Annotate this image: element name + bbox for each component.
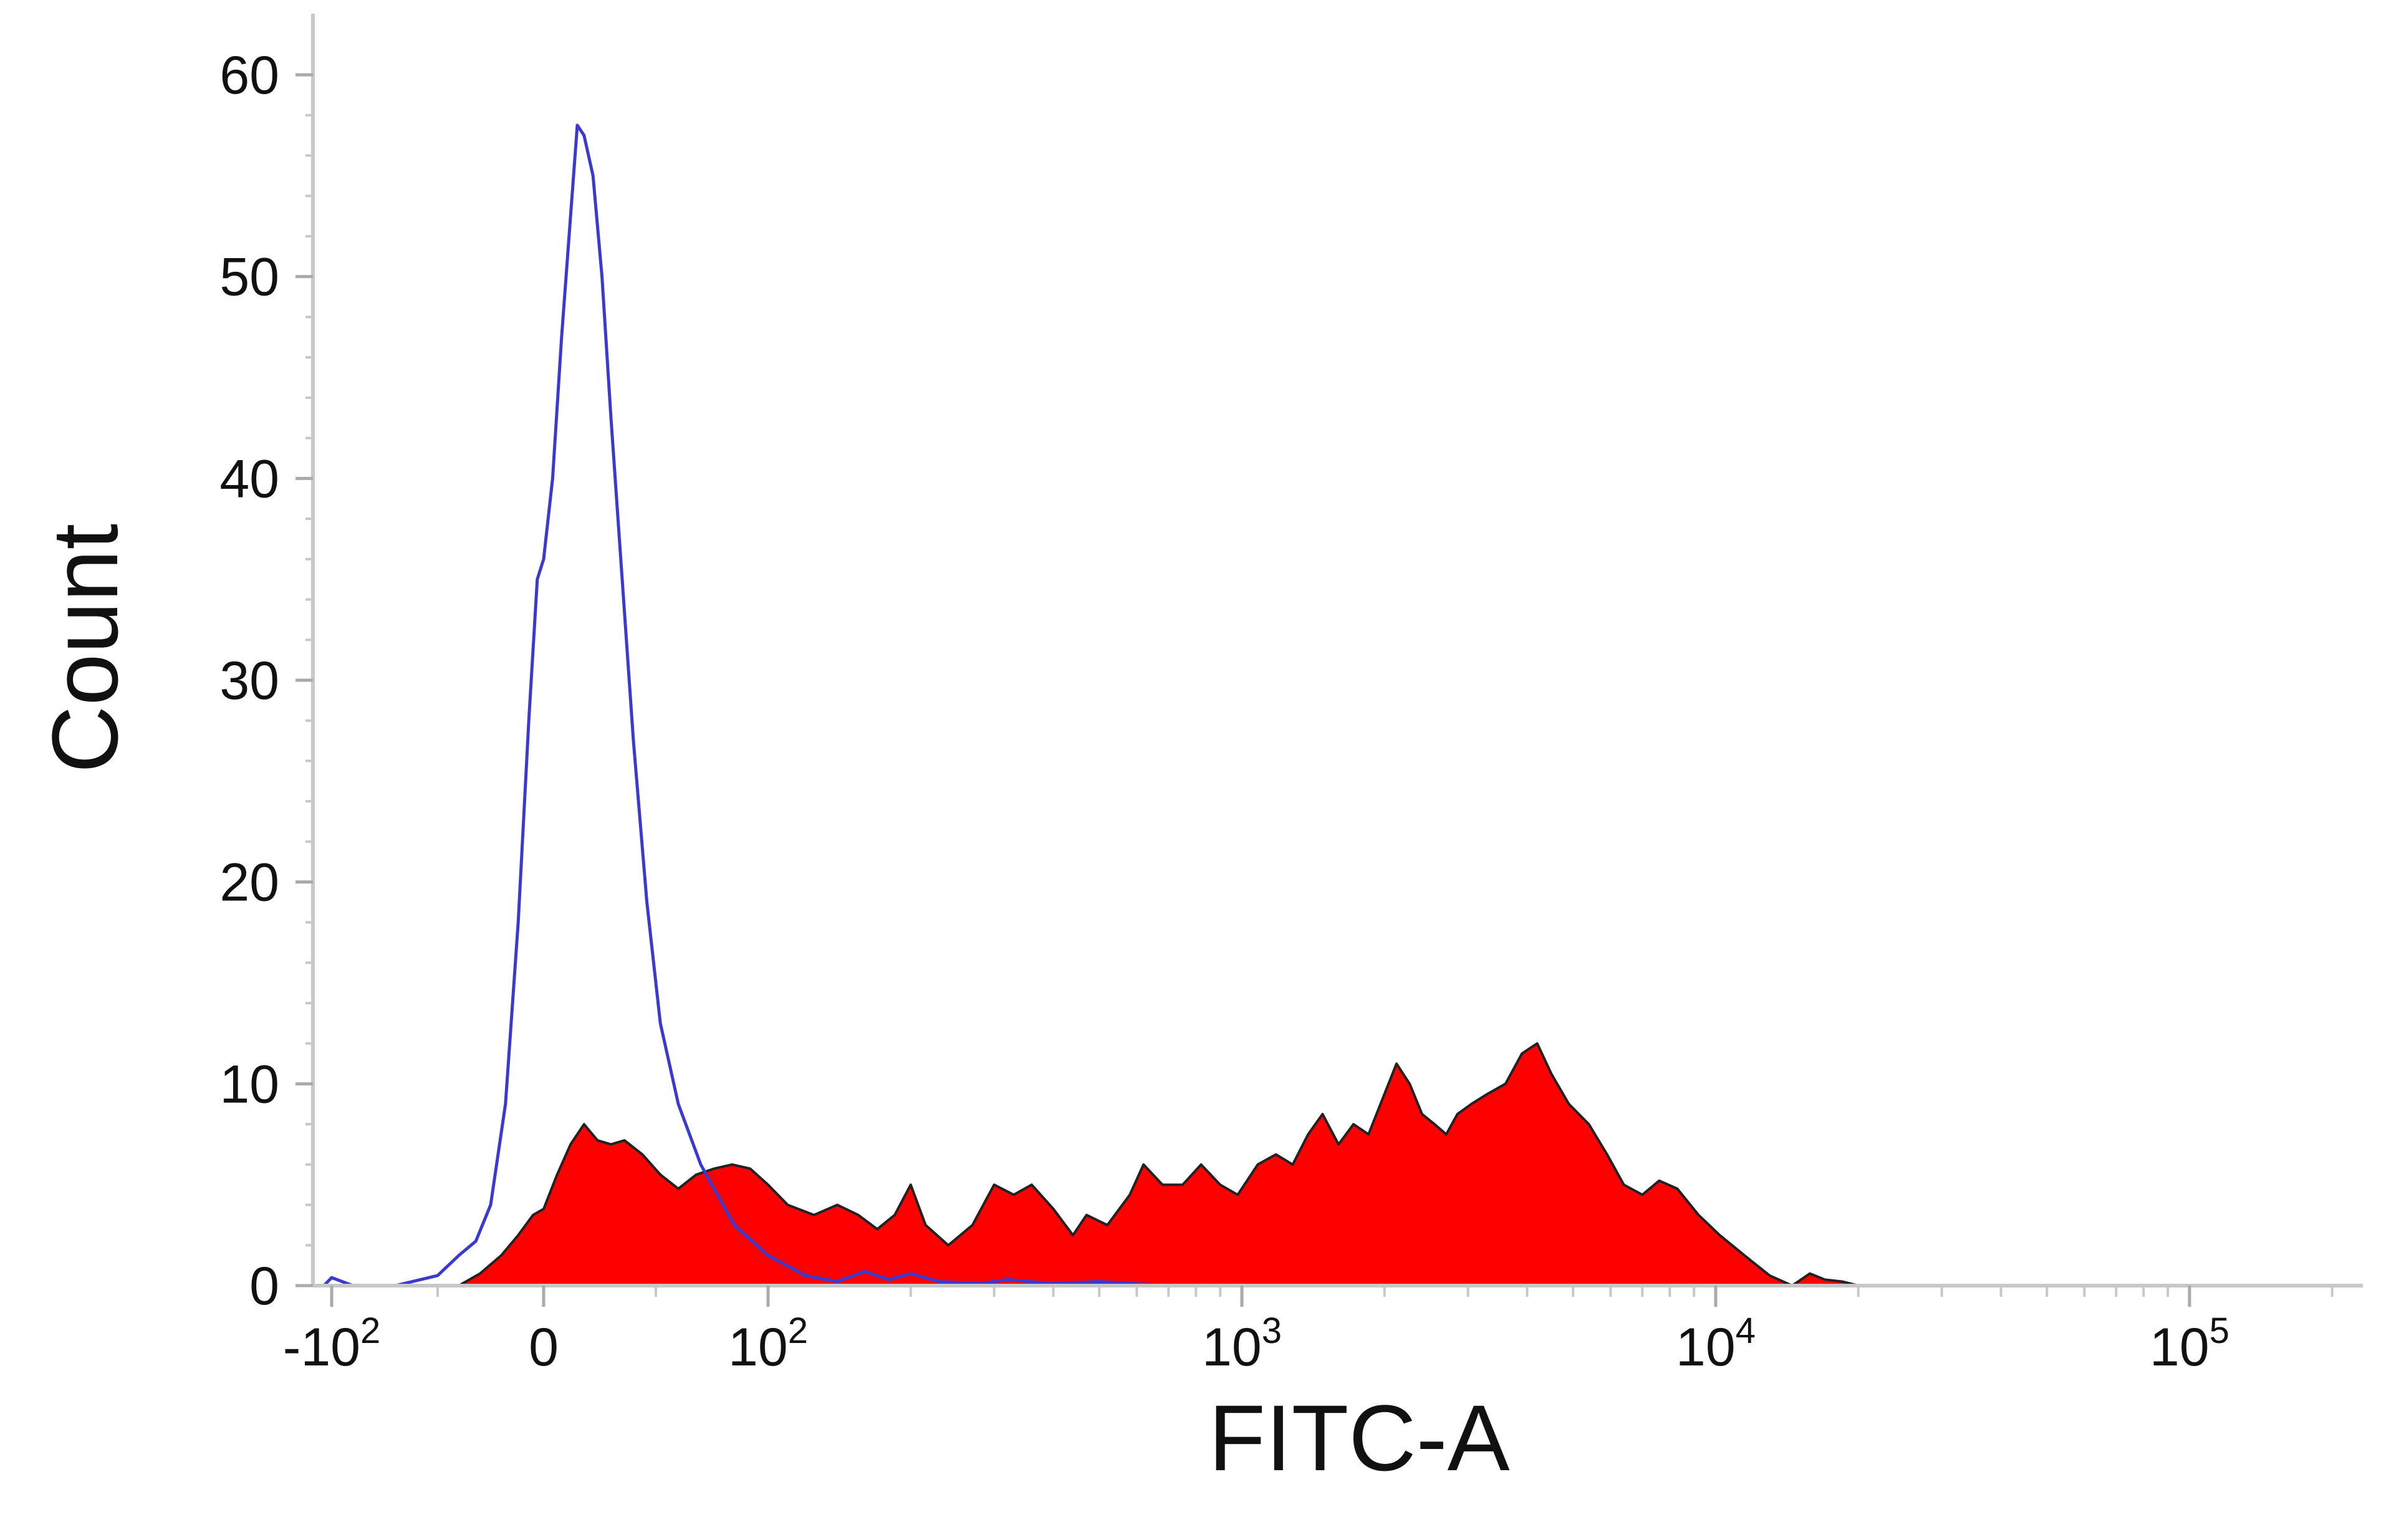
outline-histogram-series [322,123,2361,1287]
y-tick-label: 20 [219,853,279,913]
y-tick-label: 40 [219,449,279,509]
y-tick-label: 0 [249,1256,279,1316]
x-tick-label: 105 [2150,1311,2229,1377]
y-axis-title: Count [32,524,137,773]
y-tick-label: 60 [219,46,279,105]
x-axis-ticks: -102 0 102 103 104 105 [283,1286,2334,1377]
y-tick-label: 30 [219,651,279,711]
x-tick-label: 0 [529,1317,559,1377]
y-axis-ticks: 0 10 20 30 40 50 60 [219,46,313,1316]
x-tick-label: 104 [1676,1311,1756,1377]
y-tick-label: 10 [219,1054,279,1114]
series-layer [322,123,2362,1287]
x-axis-title: FITC-A [1208,1385,1509,1490]
x-tick-label: -102 [283,1311,381,1377]
x-tick-label: 103 [1202,1311,1282,1377]
y-tick-label: 50 [219,248,279,307]
x-tick-label: 102 [728,1311,808,1377]
filled-histogram-series [458,1042,2362,1287]
